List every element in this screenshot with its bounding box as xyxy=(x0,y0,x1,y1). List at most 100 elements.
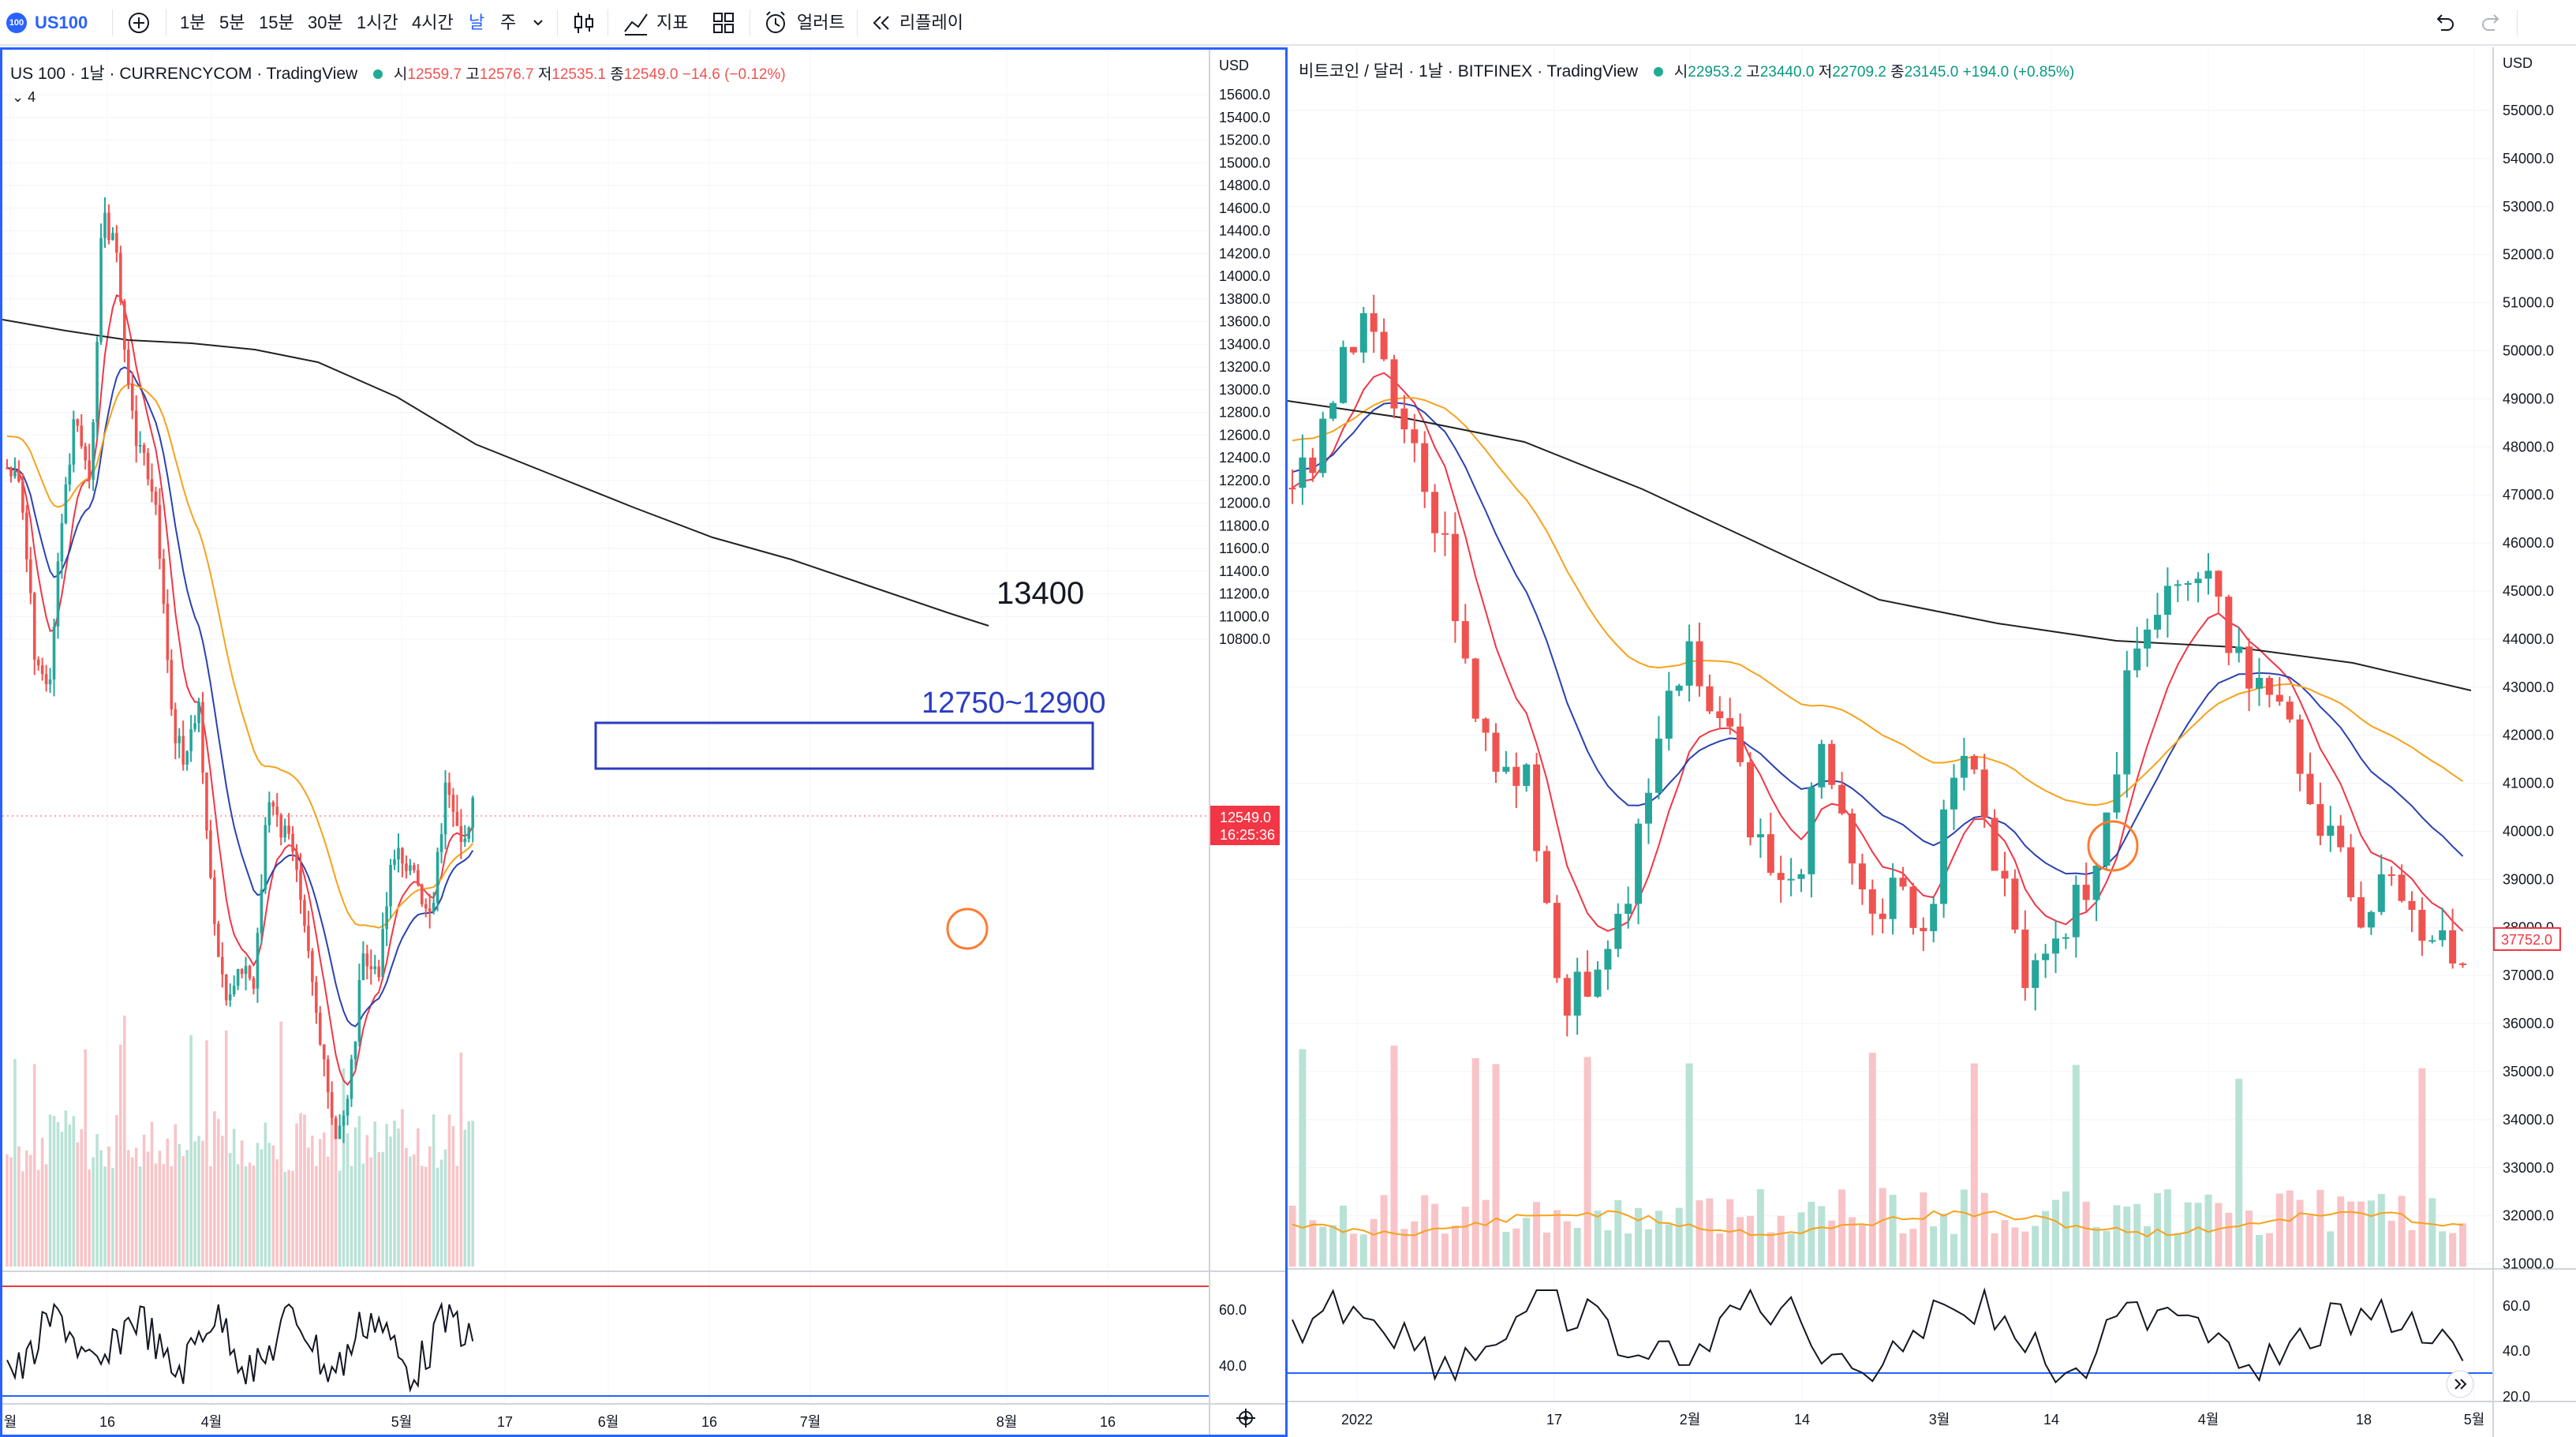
candle[interactable] xyxy=(185,751,189,765)
candle[interactable] xyxy=(99,238,103,342)
candle[interactable] xyxy=(2459,963,2466,965)
candle[interactable] xyxy=(205,772,208,831)
candle[interactable] xyxy=(1573,971,1581,1016)
candle[interactable] xyxy=(158,504,162,559)
legend-title[interactable]: 비트코인 / 달러 · 1날 · BITFINEX · TradingView xyxy=(1299,62,1639,80)
candle[interactable] xyxy=(84,446,87,461)
candle[interactable] xyxy=(103,212,107,238)
candle[interactable] xyxy=(111,233,114,241)
candle[interactable] xyxy=(365,953,369,967)
candle[interactable] xyxy=(413,865,416,870)
candle[interactable] xyxy=(451,795,455,812)
candle[interactable] xyxy=(1858,863,1866,890)
candle[interactable] xyxy=(1533,764,1541,851)
interval-1m[interactable]: 1분 xyxy=(180,13,206,32)
candle[interactable] xyxy=(307,926,310,952)
candle[interactable] xyxy=(2439,930,2447,941)
candle[interactable] xyxy=(279,814,282,838)
candle[interactable] xyxy=(260,889,264,934)
candle[interactable] xyxy=(436,851,439,904)
candle[interactable] xyxy=(248,966,252,979)
candle[interactable] xyxy=(21,481,24,513)
candle[interactable] xyxy=(197,702,200,724)
candle[interactable] xyxy=(319,1012,322,1045)
ma-touch-circle[interactable] xyxy=(946,907,989,950)
candle[interactable] xyxy=(1441,533,1449,535)
candle[interactable] xyxy=(353,1041,357,1060)
candle[interactable] xyxy=(2337,825,2345,848)
candle[interactable] xyxy=(1818,743,1826,788)
candle[interactable] xyxy=(1431,492,1439,533)
candle[interactable] xyxy=(1594,969,1602,997)
candle[interactable] xyxy=(1797,874,1805,879)
candle[interactable] xyxy=(25,512,28,559)
candle[interactable] xyxy=(1930,904,1938,932)
candle[interactable] xyxy=(107,212,110,241)
candle[interactable] xyxy=(357,979,361,1042)
candle[interactable] xyxy=(130,384,134,411)
candle[interactable] xyxy=(1421,443,1429,492)
candle[interactable] xyxy=(217,923,220,957)
candle[interactable] xyxy=(1624,904,1632,914)
candle[interactable] xyxy=(193,723,196,730)
candle[interactable] xyxy=(181,735,185,765)
btcusd-chart-canvas[interactable]: USD 55000.054000.053000.052000.051000.05… xyxy=(1288,47,2576,1437)
candle[interactable] xyxy=(119,253,122,301)
candle[interactable] xyxy=(1879,913,1886,919)
price-scale[interactable]: 55000.0 54000.0 53000.0 52000.0 51000.0 50000… xyxy=(2503,103,2554,1272)
candle[interactable] xyxy=(338,1125,342,1139)
candle[interactable] xyxy=(1889,878,1897,919)
candle[interactable] xyxy=(350,1059,353,1099)
candle[interactable] xyxy=(228,994,232,1001)
candle[interactable] xyxy=(6,467,9,470)
candle[interactable] xyxy=(213,878,216,924)
interval-1h[interactable]: 1시간 xyxy=(357,13,398,32)
candle[interactable] xyxy=(1654,739,1662,793)
undo-icon[interactable] xyxy=(2430,0,2457,46)
chart-pane-us100[interactable]: 13400 12750~12900 USD 15600.0 15400.0 1520… xyxy=(0,47,1288,1437)
symbol-search-button[interactable]: US100 xyxy=(35,13,88,32)
candle[interactable] xyxy=(311,951,314,982)
candle[interactable] xyxy=(287,825,290,834)
candle[interactable] xyxy=(2398,874,2406,901)
candle[interactable] xyxy=(2062,937,2069,939)
candle[interactable] xyxy=(1960,755,1968,778)
interval-week[interactable]: 주 xyxy=(500,13,517,32)
interval-dropdown-chevron-down-icon[interactable] xyxy=(530,0,546,46)
candle[interactable] xyxy=(385,906,388,930)
candle[interactable] xyxy=(1665,690,1673,739)
candle[interactable] xyxy=(1359,312,1367,353)
candle[interactable] xyxy=(1777,873,1785,881)
candle[interactable] xyxy=(1288,488,1296,490)
candle[interactable] xyxy=(64,484,68,523)
legend-title[interactable]: US 100 · 1날 · CURRENCYCOM · TradingView xyxy=(10,65,358,83)
symbol-logo[interactable]: 100 xyxy=(6,13,27,33)
candle[interactable] xyxy=(2245,646,2253,689)
candle[interactable] xyxy=(417,870,420,885)
candle[interactable] xyxy=(80,425,84,447)
candle[interactable] xyxy=(1471,658,1479,719)
candle[interactable] xyxy=(2357,897,2365,928)
candle[interactable] xyxy=(170,660,174,709)
candle[interactable] xyxy=(467,827,471,839)
candle[interactable] xyxy=(1828,743,1836,785)
candle[interactable] xyxy=(1614,913,1622,949)
candle[interactable] xyxy=(2265,677,2273,695)
candle[interactable] xyxy=(2163,586,2171,616)
candle[interactable] xyxy=(1940,809,1948,904)
candle[interactable] xyxy=(36,659,40,666)
candle[interactable] xyxy=(2428,940,2436,942)
interval-day[interactable]: 날 xyxy=(469,13,485,32)
candle[interactable] xyxy=(40,665,44,675)
price-scale[interactable]: 15600.0 15400.0 15200.0 15000.0 14800.0 14600… xyxy=(1219,87,1270,647)
candle[interactable] xyxy=(299,870,302,900)
level-annotation-13400[interactable]: 13400 xyxy=(996,576,1084,611)
candle[interactable] xyxy=(2296,719,2304,774)
candle[interactable] xyxy=(455,811,459,826)
candle[interactable] xyxy=(1340,346,1347,403)
add-symbol-icon[interactable] xyxy=(125,0,153,46)
candle[interactable] xyxy=(346,1098,350,1116)
candle[interactable] xyxy=(2113,774,2121,813)
candle[interactable] xyxy=(361,953,365,980)
indicators-button[interactable]: 지표 xyxy=(656,13,689,32)
